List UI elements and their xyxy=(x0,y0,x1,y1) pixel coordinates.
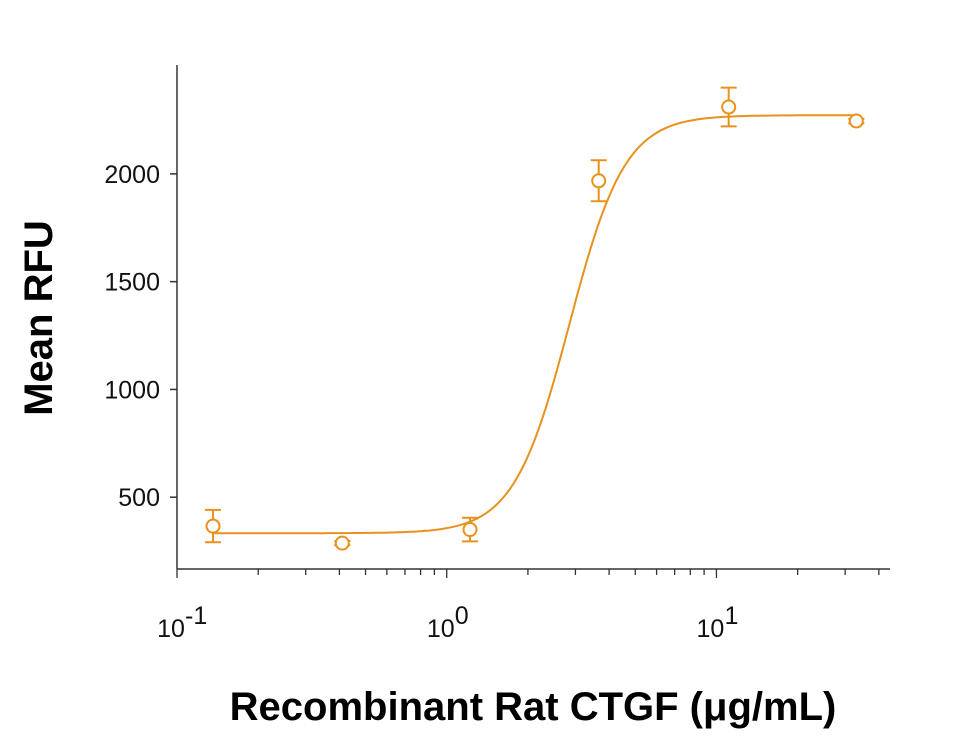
y-tick-label: 2000 xyxy=(104,161,160,189)
fit-curve xyxy=(213,114,857,535)
y-tick-label: 1500 xyxy=(104,269,160,297)
x-tick-label: 10 xyxy=(427,615,455,643)
x-tick-label: 10 xyxy=(157,615,185,643)
y-tick-label: 1000 xyxy=(104,376,160,404)
data-point xyxy=(205,508,222,544)
data-point xyxy=(590,159,607,203)
point-marker xyxy=(334,535,350,551)
y-axis-title: Mean RFU xyxy=(17,220,61,416)
x-tick-exponent: 1 xyxy=(724,602,738,630)
point-marker xyxy=(462,522,478,538)
y-tick-label: 500 xyxy=(118,484,160,512)
data-point xyxy=(848,113,865,129)
point-marker xyxy=(848,113,864,129)
point-marker xyxy=(591,173,607,189)
point-marker xyxy=(205,518,221,534)
point-marker xyxy=(721,99,737,115)
x-axis-title: Recombinant Rat CTGF (μg/mL) xyxy=(230,685,837,729)
data-point xyxy=(720,86,737,128)
data-point xyxy=(462,516,479,543)
data-point xyxy=(334,535,351,551)
x-tick-exponent: -1 xyxy=(185,602,207,630)
x-tick-label: 10 xyxy=(697,615,725,643)
x-tick-exponent: 0 xyxy=(455,602,469,630)
